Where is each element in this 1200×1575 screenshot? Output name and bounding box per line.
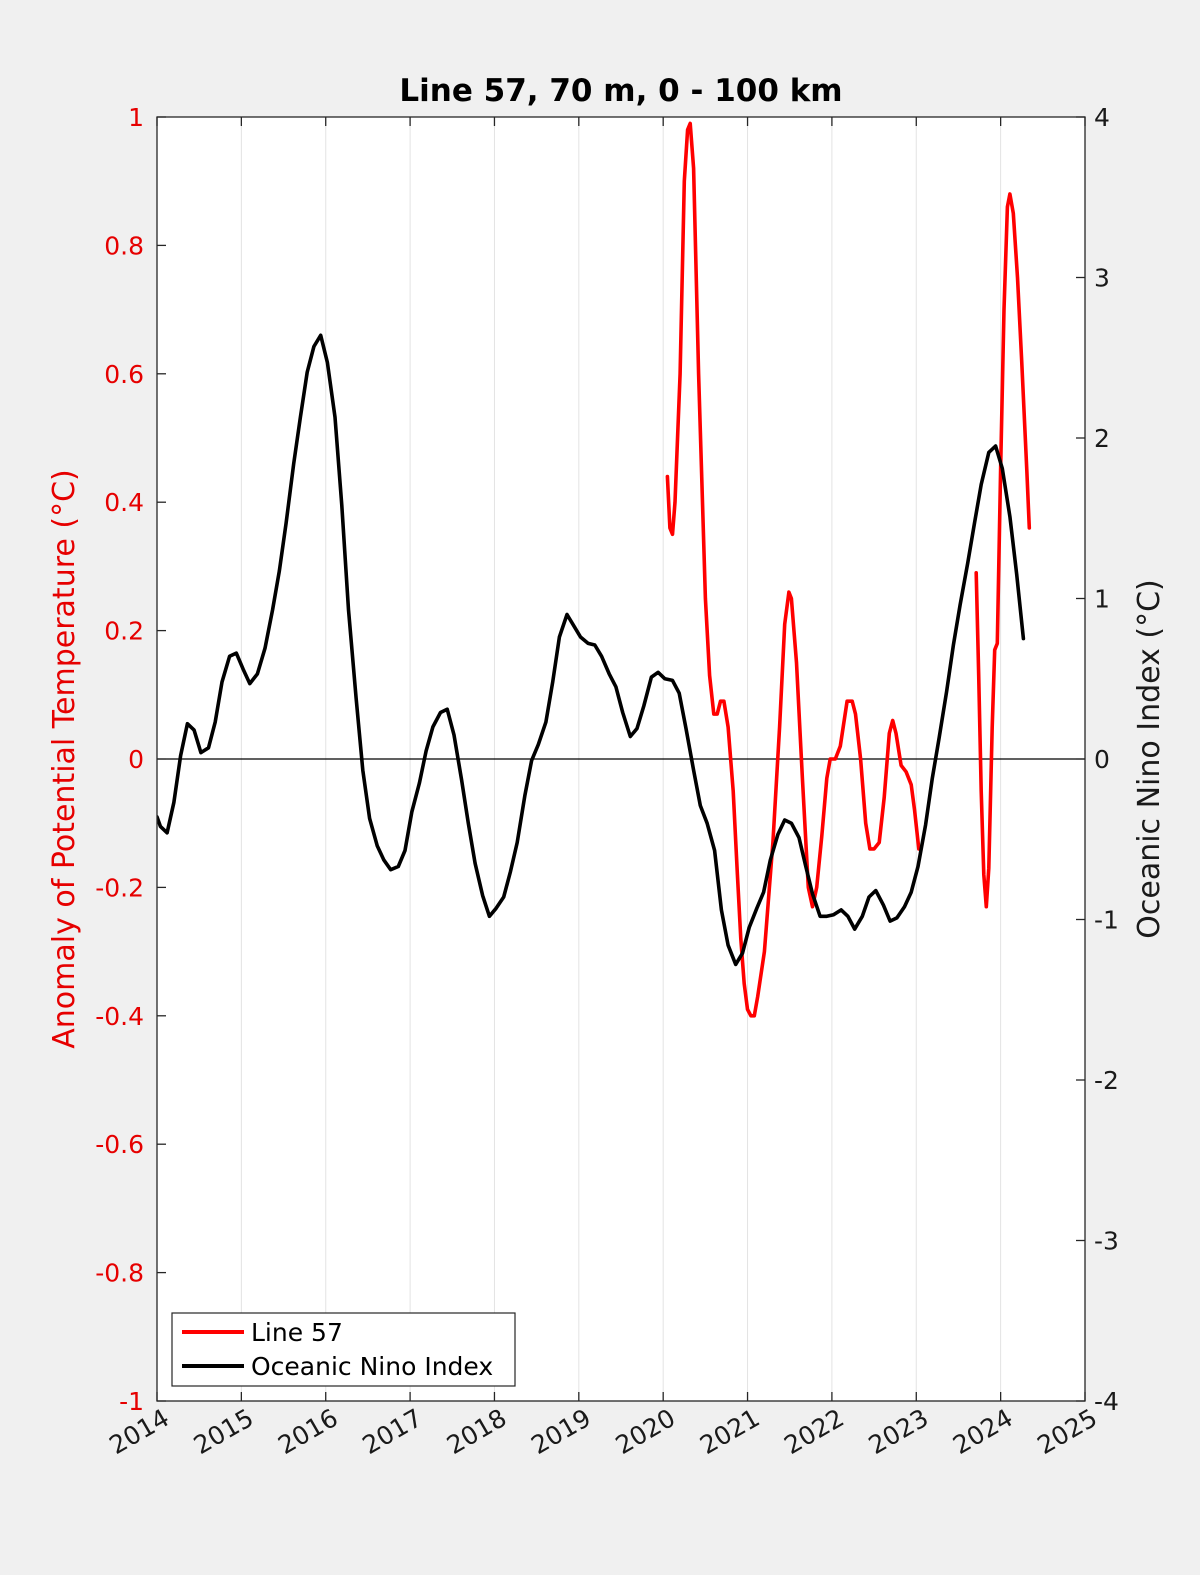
y-tick-label-right: -2: [1094, 1066, 1119, 1095]
right-axis: -4 -3 -2 -1 0 1 2 3 4: [1076, 103, 1119, 1416]
y-tick-label-right: 1: [1094, 585, 1110, 614]
legend: Line 57 Oceanic Nino Index: [171, 1312, 516, 1387]
x-tick-label: 2020: [611, 1403, 681, 1460]
chart-title: Line 57, 70 m, 0 - 100 km: [399, 73, 842, 109]
y-tick-label-left: -0.2: [95, 873, 144, 902]
y-tick-label-right: 0: [1094, 745, 1110, 774]
y-tick-label-left: -0.4: [95, 1002, 144, 1031]
y-tick-label-right: 2: [1094, 424, 1110, 453]
x-tick-label: 2021: [695, 1403, 765, 1460]
y-tick-label-left: -0.6: [95, 1130, 144, 1159]
x-tick-label: 2015: [189, 1403, 259, 1460]
y-tick-label-left: 0: [128, 745, 144, 774]
y-axis-label-left: Anomaly of Potential Temperature (°C): [47, 469, 82, 1048]
x-tick-label: 2017: [357, 1403, 427, 1460]
y-tick-label-left: 1: [128, 103, 144, 132]
x-tick-label: 2025: [1032, 1403, 1102, 1460]
series-line-oni: [157, 333, 1026, 967]
y-tick-label-left: 0.6: [104, 360, 144, 389]
y-tick-label-left: 0.8: [104, 231, 144, 260]
legend-label-oni: Oceanic Nino Index: [251, 1352, 493, 1381]
series-line-line57: [974, 192, 1032, 909]
y-tick-label-right: 3: [1094, 264, 1110, 293]
series-line-line57: [665, 121, 921, 1018]
left-axis: -1 -0.8 -0.6 -0.4 -0.2 0 0.2 0.4 0.6 0.8 1: [95, 103, 166, 1416]
x-tick-label: 2023: [864, 1403, 934, 1460]
y-tick-label-left: -1: [119, 1387, 144, 1416]
y-axis-label-right: Oceanic Nino Index (°C): [1132, 579, 1167, 939]
y-tick-label-left: 0.4: [104, 488, 144, 517]
y-tick-label-right: 4: [1094, 103, 1110, 132]
x-tick-label: 2016: [273, 1403, 343, 1460]
y-tick-label-left: 0.2: [104, 617, 144, 646]
y-tick-label-right: -4: [1094, 1387, 1119, 1416]
x-tick-label: 2019: [526, 1403, 596, 1460]
y-tick-label-left: -0.8: [95, 1259, 144, 1288]
legend-label-line57: Line 57: [251, 1318, 343, 1347]
x-tick-label: 2022: [779, 1403, 849, 1460]
y-tick-label-right: -1: [1094, 906, 1119, 935]
y-tick-label-right: -3: [1094, 1227, 1119, 1256]
legend-box: [171, 1312, 516, 1387]
x-tick-label: 2024: [948, 1403, 1018, 1460]
series-layer: [157, 121, 1032, 1018]
x-tick-label: 2018: [442, 1403, 512, 1460]
